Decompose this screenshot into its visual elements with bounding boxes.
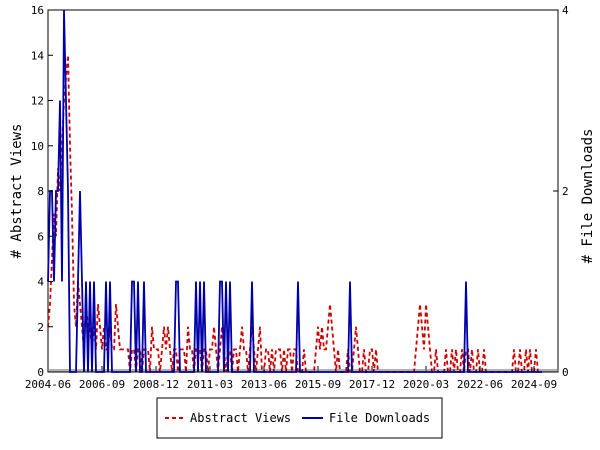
x-tick-label: 2020-03 — [403, 378, 449, 391]
y-axis-right-title: # File Downloads — [580, 129, 596, 264]
legend-box — [156, 397, 443, 439]
x-tick-label: 2017-12 — [349, 378, 395, 391]
x-tick-label: 2013-06 — [241, 378, 287, 391]
y-left-tick-label: 2 — [37, 321, 44, 334]
y-left-tick-label: 4 — [37, 276, 44, 289]
legend-label-abstract-views: Abstract Views — [190, 411, 291, 425]
y-left-tick-label: 12 — [31, 95, 44, 108]
x-tick-label: 2011-03 — [187, 378, 233, 391]
y-left-tick-label: 16 — [31, 4, 44, 17]
x-tick-label: 2022-06 — [457, 378, 503, 391]
legend: Abstract Views File Downloads — [156, 397, 443, 439]
x-tick-label: 2015-09 — [295, 378, 341, 391]
y-axis-left-title: # Abstract Views — [9, 124, 25, 259]
x-tick-label: 2004-06 — [25, 378, 71, 391]
x-tick-label: 2008-12 — [133, 378, 179, 391]
x-tick-label: 2024-09 — [511, 378, 557, 391]
legend-label-file-downloads: File Downloads — [329, 411, 430, 425]
y-right-tick-label: 0 — [562, 366, 569, 379]
y-left-tick-label: 6 — [37, 230, 44, 243]
series-line-file-downloads — [47, 9, 542, 373]
y-left-tick-label: 10 — [31, 140, 44, 153]
y-left-tick-label: 0 — [37, 366, 44, 379]
plot-area — [47, 9, 559, 373]
y-left-tick-label: 14 — [31, 49, 45, 62]
series-layer — [47, 9, 542, 373]
y-right-tick-label: 4 — [562, 4, 569, 17]
axis-layer: 2004-06 2006-09 2008-12 2011-03 2013-06 2015-… — [25, 4, 569, 391]
y-left-tick-label: 8 — [37, 185, 44, 198]
y-right-tick-label: 2 — [562, 185, 569, 198]
x-tick-label: 2006-09 — [79, 378, 125, 391]
